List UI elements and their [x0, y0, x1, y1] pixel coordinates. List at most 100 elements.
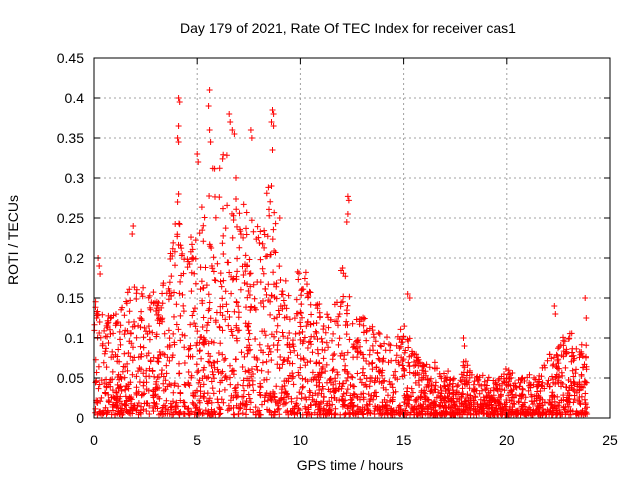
- data-point: [231, 131, 238, 137]
- data-point: [451, 401, 458, 408]
- data-point: [286, 330, 293, 336]
- data-point: [545, 377, 552, 384]
- data-point: [335, 341, 342, 348]
- data-point: [163, 362, 170, 369]
- data-point: [172, 404, 179, 411]
- data-point: [280, 297, 287, 304]
- data-point: [403, 388, 410, 395]
- chart-title: Day 179 of 2021, Rate Of TEC Index for r…: [180, 20, 516, 36]
- data-point: [131, 318, 137, 325]
- data-point: [537, 411, 544, 418]
- data-point: [221, 386, 228, 393]
- data-point: [228, 392, 235, 399]
- data-point: [343, 390, 350, 396]
- data-point: [485, 374, 492, 381]
- data-point: [174, 233, 181, 240]
- data-point: [200, 314, 207, 321]
- data-point: [160, 373, 167, 380]
- data-point: [233, 206, 240, 213]
- data-point: [261, 227, 268, 234]
- data-point: [176, 221, 183, 228]
- data-point: [244, 323, 251, 330]
- data-point: [528, 398, 535, 405]
- data-point: [568, 382, 575, 389]
- data-point: [199, 324, 206, 330]
- data-point: [277, 277, 284, 283]
- data-point: [171, 248, 178, 255]
- data-point: [144, 400, 151, 407]
- data-point: [107, 331, 114, 337]
- data-point: [200, 222, 207, 229]
- data-point: [218, 396, 225, 403]
- data-point: [137, 343, 144, 350]
- data-point: [238, 349, 245, 356]
- data-point: [279, 329, 286, 336]
- data-point: [212, 319, 219, 326]
- data-point: [250, 409, 257, 416]
- data-point: [108, 354, 115, 361]
- x-tick-label: 0: [90, 432, 98, 448]
- data-point: [105, 319, 112, 326]
- data-point: [263, 190, 270, 197]
- data-point: [146, 292, 153, 299]
- data-point: [335, 322, 341, 329]
- data-point: [473, 387, 480, 394]
- data-point: [570, 373, 577, 380]
- data-point: [350, 354, 357, 361]
- data-point: [505, 367, 512, 374]
- data-point: [476, 390, 483, 397]
- data-point: [314, 411, 321, 418]
- grid: [94, 58, 610, 418]
- data-point: [112, 402, 118, 409]
- data-point: [211, 375, 217, 382]
- data-point: [309, 349, 316, 356]
- data-point: [296, 389, 303, 396]
- data-point: [286, 316, 293, 323]
- data-point: [406, 295, 413, 301]
- data-point: [163, 397, 170, 404]
- data-point: [303, 409, 310, 416]
- data-point: [380, 384, 387, 391]
- data-point: [303, 323, 310, 330]
- data-point: [425, 383, 432, 390]
- data-point: [246, 330, 253, 337]
- data-point: [114, 358, 121, 365]
- data-point: [308, 341, 314, 348]
- data-point: [189, 241, 195, 248]
- data-point: [198, 278, 205, 285]
- data-point: [124, 367, 131, 374]
- data-point: [146, 304, 153, 311]
- data-point: [200, 285, 207, 292]
- data-point: [184, 406, 191, 413]
- data-point: [217, 379, 224, 386]
- data-point: [290, 381, 297, 388]
- data-point: [219, 312, 226, 319]
- data-point: [272, 249, 279, 256]
- data-point: [122, 386, 129, 393]
- data-point: [492, 380, 499, 387]
- data-point: [503, 375, 510, 382]
- data-point: [294, 395, 300, 402]
- data-point: [153, 333, 160, 340]
- data-point: [205, 307, 212, 314]
- data-point: [248, 135, 255, 141]
- data-point: [116, 410, 123, 417]
- data-point: [171, 289, 177, 296]
- data-point: [208, 399, 215, 406]
- data-point: [150, 399, 157, 406]
- data-point: [276, 365, 283, 372]
- data-point: [192, 323, 199, 330]
- data-point: [329, 367, 336, 374]
- data-point: [409, 389, 416, 396]
- data-point: [239, 410, 246, 417]
- data-point: [285, 354, 292, 361]
- data-point: [509, 408, 516, 415]
- data-point: [535, 405, 542, 412]
- data-point: [393, 352, 400, 359]
- data-point: [502, 366, 509, 372]
- data-point: [187, 342, 194, 349]
- data-point: [96, 381, 103, 388]
- data-point: [260, 303, 267, 310]
- data-point: [528, 391, 534, 398]
- data-point: [326, 402, 333, 409]
